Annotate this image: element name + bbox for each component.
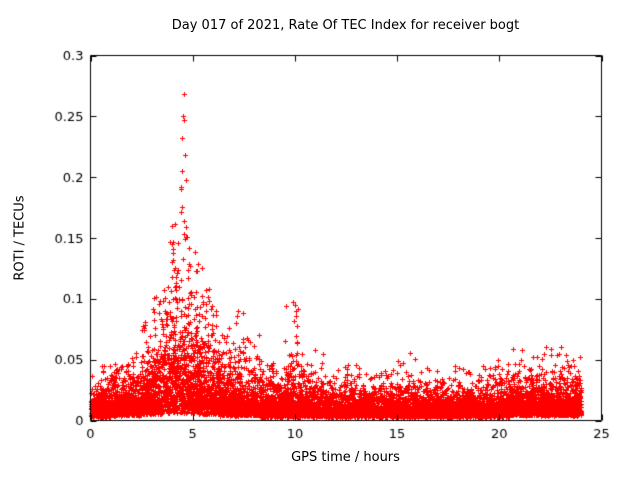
x-axis-label: GPS time / hours [291,450,400,465]
chart-title: Day 017 of 2021, Rate Of TEC Index for r… [171,18,520,33]
y-axis-label: ROTI / TECUs [12,195,28,281]
